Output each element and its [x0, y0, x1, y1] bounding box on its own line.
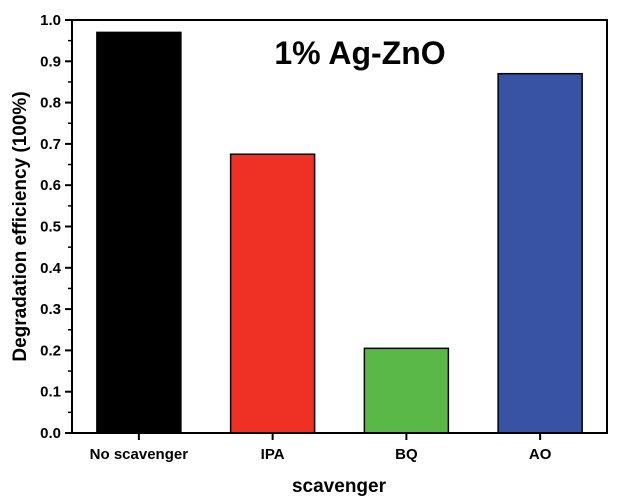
bar-ipa: [229, 153, 316, 434]
bar-bq: [363, 347, 450, 434]
x-tick-label: BQ: [395, 446, 418, 463]
y-tick-label: 0.7: [40, 136, 61, 153]
bar-ao: [497, 72, 583, 434]
y-tick-label: 0.0: [40, 425, 61, 442]
y-tick-label: 0.4: [40, 260, 62, 277]
y-tick-label: 0.1: [40, 384, 61, 401]
x-ticks-group: No scavenger IPA BQ AO: [90, 433, 552, 463]
y-tick-label: 1.0: [40, 12, 61, 29]
chart-title: 1% Ag-ZnO: [274, 35, 445, 71]
y-axis-title: Degradation efficiency (100%): [10, 91, 31, 361]
bars-group: [96, 31, 583, 434]
y-tick-label: 0.5: [40, 219, 61, 236]
x-tick-label: IPA: [261, 446, 285, 463]
y-tick-label: 0.8: [40, 95, 61, 112]
y-tick-label: 0.9: [40, 53, 61, 70]
x-tick-label: AO: [529, 446, 552, 463]
x-axis-title: scavenger: [292, 476, 387, 497]
x-tick-label: No scavenger: [90, 446, 189, 463]
y-tick-label: 0.2: [40, 342, 61, 359]
y-tick-label: 0.6: [40, 177, 61, 194]
y-tick-label: 0.3: [40, 301, 61, 318]
bar-no-scavenger: [96, 31, 182, 434]
y-ticks-group: 0.0 0.1 0.2 0.3 0.4 0.5 0.6 0.7 0.8 0.9 1.0: [40, 12, 72, 442]
plot-frame: [71, 19, 608, 434]
